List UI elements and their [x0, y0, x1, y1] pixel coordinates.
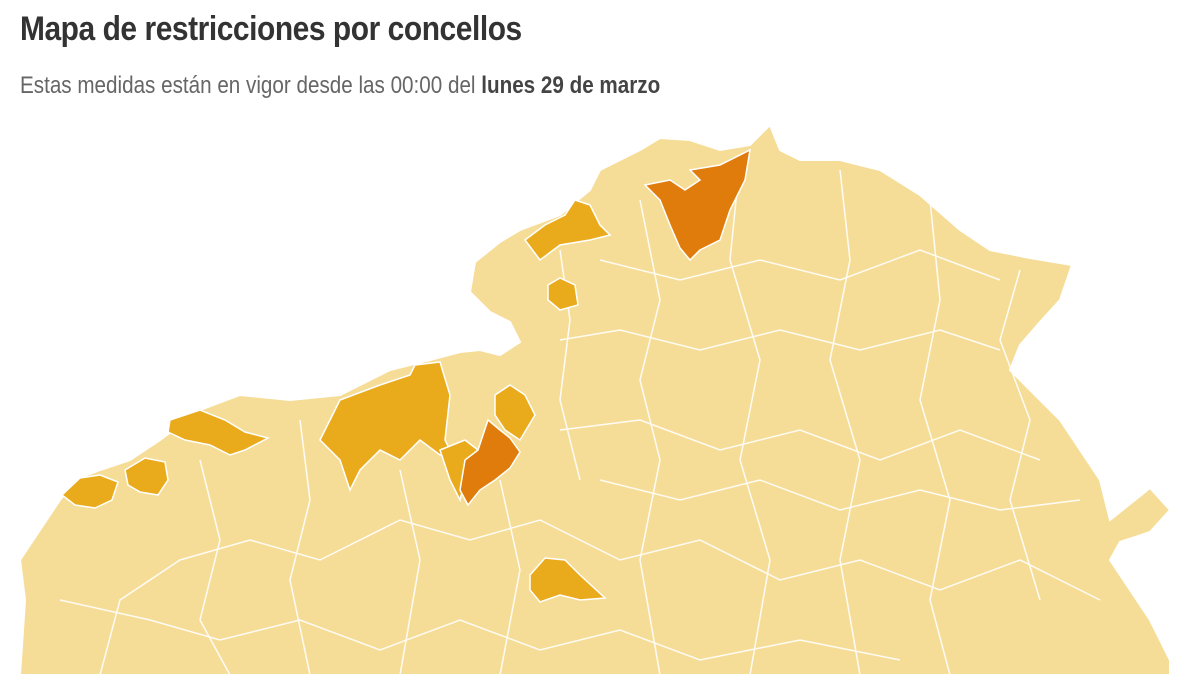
region-high[interactable] [643, 148, 751, 262]
region-medium[interactable] [494, 384, 536, 442]
municipal-borders [59, 159, 1101, 675]
high-restriction-regions [459, 148, 751, 507]
page-subtitle: Estas medidas están en vigor desde las 0… [20, 72, 660, 100]
region-medium[interactable] [124, 457, 169, 496]
region-base[interactable] [18, 123, 1172, 675]
region-high[interactable] [459, 418, 521, 507]
page-title: Mapa de restricciones por concellos [20, 10, 522, 48]
subtitle-prefix: Estas medidas están en vigor desde las 0… [20, 72, 476, 99]
subtitle-date: lunes 29 de marzo [481, 72, 661, 99]
region-medium[interactable] [529, 557, 607, 603]
region-medium[interactable] [547, 277, 579, 311]
region-medium[interactable] [523, 199, 612, 262]
region-medium[interactable] [167, 409, 271, 456]
region-medium[interactable] [60, 474, 119, 509]
region-medium[interactable] [319, 361, 457, 492]
medium-restriction-regions [60, 199, 612, 603]
